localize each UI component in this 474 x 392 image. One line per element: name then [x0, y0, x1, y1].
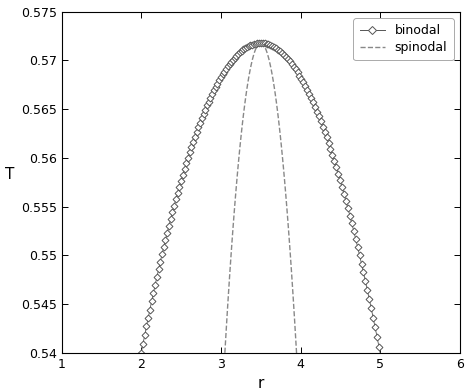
- X-axis label: r: r: [257, 376, 264, 391]
- Legend: binodal, spinodal: binodal, spinodal: [354, 18, 454, 60]
- Y-axis label: T: T: [5, 167, 14, 182]
